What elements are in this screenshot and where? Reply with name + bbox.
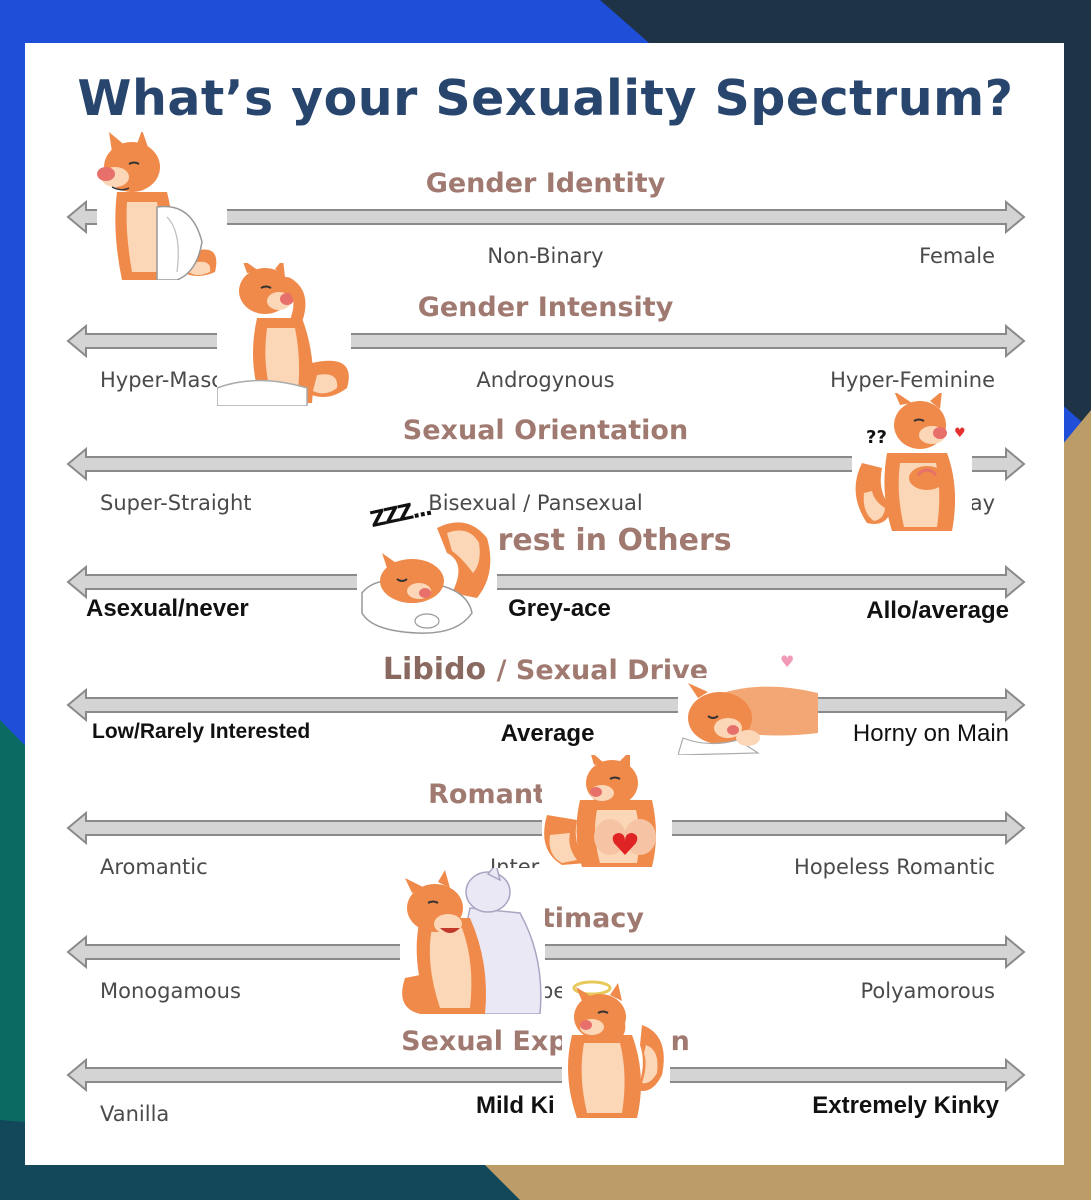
left-label: Monogamous (100, 979, 241, 1003)
section-title: Libido / Sexual Drive (0, 652, 1091, 687)
section-libido: Libido / Sexual Drive Low/Rarely Interes… (0, 652, 1091, 776)
right-label: Extremely Kinky (812, 1092, 999, 1119)
fox-sticker-lying-down (678, 678, 818, 755)
right-label: ay (969, 491, 995, 515)
right-label: Allo/average (866, 597, 1009, 624)
fox-sticker-towel (97, 132, 227, 280)
middle-label: Mild Ki (476, 1092, 555, 1119)
double-arrow-icon (66, 688, 1026, 722)
section-title-part2: / Sexual Drive (496, 655, 709, 686)
left-label: Super-Straight (100, 491, 252, 515)
double-arrow-icon (66, 565, 1026, 599)
section-title: Sexual Orientation (402, 415, 689, 446)
double-arrow-icon (66, 447, 1026, 481)
heart-icon: ♥ (780, 652, 795, 671)
middle-label: Androgynous (476, 368, 615, 392)
right-label: Horny on Main (852, 720, 1009, 747)
fox-sticker-sleeping (357, 513, 497, 635)
middle-label: Non-Binary (487, 244, 604, 268)
fox-sticker-angel (562, 975, 670, 1118)
left-label: Low/Rarely Interested (92, 720, 311, 743)
middle-label: Average (500, 720, 595, 747)
right-label: Hyper-Feminine (830, 368, 995, 392)
double-arrow-icon (66, 1058, 1026, 1092)
section-title: l Intimacy (446, 903, 645, 934)
section-sexual-interest: Sexu terest in Others Asexual/never Grey… (0, 523, 1091, 647)
fox-sticker-pillow-hug (217, 263, 351, 406)
section-intimacy: l Intimacy Monogamous pen Polyamorous (0, 903, 1091, 1027)
left-label: Vanilla (100, 1102, 170, 1126)
section-sexual-exploration: Sexual Exp ion Vanilla Mild Ki Extremely… (0, 1026, 1091, 1150)
middle-label: Bisexual / Pansexual (428, 491, 643, 515)
left-label: Aromantic (100, 855, 208, 879)
fox-sticker-heart-hands (542, 755, 672, 867)
right-label: Hopeless Romantic (794, 855, 995, 879)
double-arrow-icon (66, 324, 1026, 358)
section-sexual-orientation: Sexual Orientation Super-Straight Bisexu… (0, 415, 1091, 539)
double-arrow-icon (66, 935, 1026, 969)
middle-label: Grey-ace (508, 595, 611, 622)
fox-sticker-couple (400, 868, 545, 1014)
fox-sticker-confused (852, 393, 972, 531)
question-marks: ?? (866, 427, 887, 448)
double-arrow-icon (66, 200, 1026, 234)
right-label: Female (919, 244, 995, 268)
section-title-part1: Libido (382, 652, 487, 687)
section-title: Sexual Exp ion (401, 1026, 690, 1057)
section-title: Gender Identity (425, 168, 666, 199)
left-label: Hyper-Mascu (100, 368, 237, 392)
heart-small-icon: ♥ (954, 426, 966, 441)
left-label: Asexual/never (86, 595, 249, 622)
section-title: Gender Intensity (417, 292, 674, 323)
page-title: What’s your Sexuality Spectrum? (77, 70, 1014, 127)
section-gender-intensity: Gender Intensity Hyper-Mascu Androgynous… (0, 292, 1091, 416)
right-label: Polyamorous (860, 979, 995, 1003)
